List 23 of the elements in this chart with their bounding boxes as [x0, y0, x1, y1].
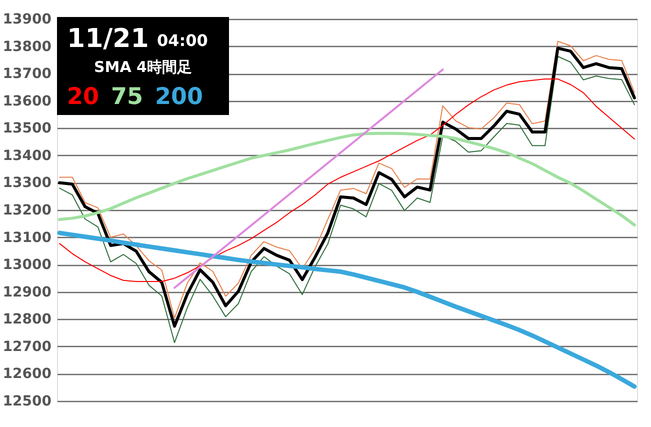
y-tick-label: 13000 — [2, 257, 52, 274]
text: 75 — [111, 84, 144, 110]
y-tick-label: 13500 — [2, 120, 52, 137]
text: 200 — [155, 84, 204, 110]
y-tick-label: 13400 — [2, 148, 52, 164]
y-tick-label: 13700 — [2, 66, 52, 82]
y-tick-label: 13900 — [2, 12, 52, 28]
y-tick-label: 12800 — [2, 312, 52, 328]
y-tick-label: 12700 — [2, 338, 52, 355]
text: SMA 4時間足 — [94, 58, 192, 76]
y-tick-label: 13600 — [2, 93, 52, 110]
line-series — [59, 78, 635, 282]
y-tick-label: 13100 — [2, 230, 52, 246]
y-tick-label: 12600 — [2, 366, 52, 382]
y-tick-label: 13300 — [2, 175, 52, 192]
chart-title: 11/21 04:00 — [67, 24, 208, 54]
text: 20 — [67, 84, 100, 110]
y-tick-label: 12900 — [2, 284, 52, 300]
y-tick-label: 13800 — [2, 38, 52, 55]
line-series — [57, 230, 637, 389]
y-tick-label: 12500 — [2, 394, 52, 410]
line-series — [58, 132, 636, 227]
y-tick-label: 13200 — [2, 202, 52, 218]
